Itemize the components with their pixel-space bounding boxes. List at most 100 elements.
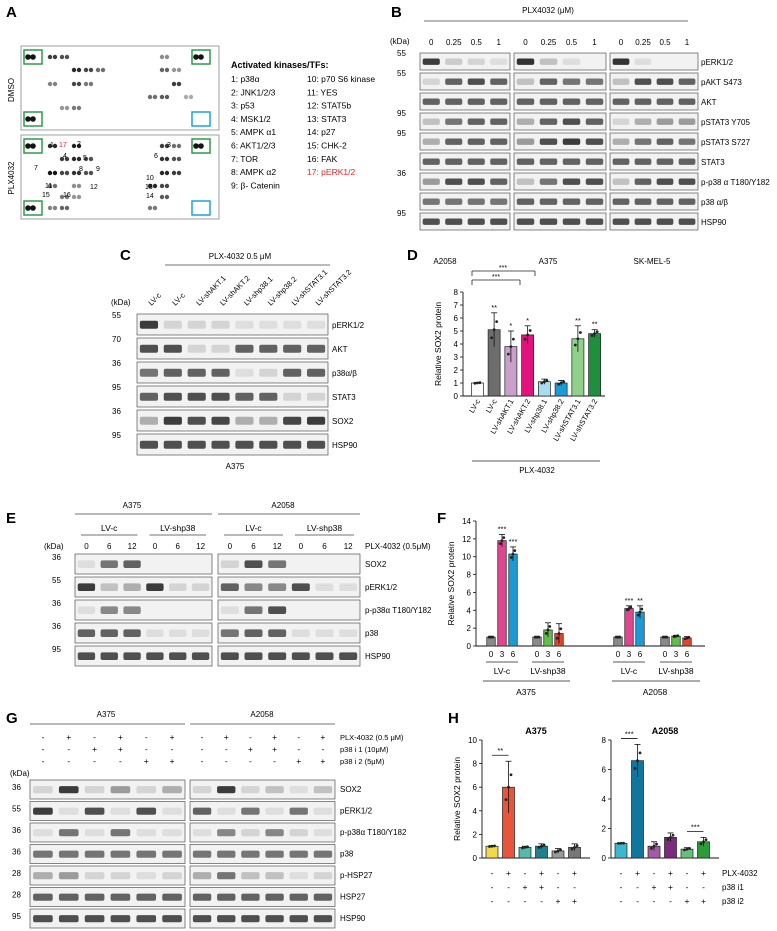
blot-g-a2058-6-band bbox=[241, 915, 260, 923]
blot-e-a2058-3-band bbox=[268, 629, 287, 637]
blot-g-a375-1-band bbox=[33, 807, 53, 815]
array-spot bbox=[71, 156, 77, 162]
array-spot bbox=[193, 54, 199, 60]
blot-c-2-band bbox=[283, 368, 302, 377]
blot-b-6-2 bbox=[609, 172, 699, 191]
blot-g-a375-6-band bbox=[110, 915, 131, 923]
chart-h-a2058: 0 2 4 6 8 A2058 *** *** bbox=[602, 726, 719, 863]
kinase-left-6: 6: AKT1/2/3 bbox=[231, 141, 276, 151]
g-sign-1-2-2: - bbox=[249, 756, 252, 766]
blot-e-a375-3-band bbox=[77, 629, 96, 637]
array-spot bbox=[47, 54, 53, 60]
blot-c-4-band bbox=[283, 416, 302, 425]
d-ytick-label-5: 5 bbox=[454, 327, 459, 336]
blot-c-3-band bbox=[235, 392, 254, 401]
blot-b-4-2-band bbox=[612, 138, 630, 145]
blot-b-8-2 bbox=[609, 212, 699, 231]
blot-c-0-band bbox=[163, 320, 182, 329]
kda-g-0: 36 bbox=[12, 783, 21, 792]
panel-g-letter: G bbox=[6, 710, 18, 727]
array-spot bbox=[52, 143, 58, 149]
blot-e-a375-2-band bbox=[77, 606, 96, 614]
blot-g-a2058-3 bbox=[189, 844, 336, 864]
h-sign-1-0-4: - bbox=[686, 868, 689, 878]
blot-b-1-1-band bbox=[539, 78, 558, 85]
blot-b-1-1 bbox=[513, 72, 607, 91]
g-sign-0-2-4: + bbox=[144, 756, 149, 766]
e-group-1-1: LV-shp38 bbox=[307, 523, 343, 533]
kinase-left-9: 9: β- Catenin bbox=[231, 180, 280, 190]
blot-b-1-2-frame bbox=[609, 72, 699, 91]
blot-g-a375-4-frame bbox=[29, 865, 186, 886]
blot-e-a2058-2-band bbox=[220, 606, 239, 614]
blot-g-a375-4-band bbox=[58, 872, 79, 880]
kda-c-2: 36 bbox=[112, 359, 121, 368]
band-label-b-8: HSP90 bbox=[701, 218, 727, 227]
h-sign-1-0-1: + bbox=[635, 868, 640, 878]
kda-g-5: 28 bbox=[12, 891, 21, 900]
array-spot bbox=[83, 170, 89, 176]
band-label-e-3: p38 bbox=[365, 629, 379, 638]
array-spot bbox=[25, 54, 31, 60]
e-time-1-1-0: 0 bbox=[299, 542, 304, 551]
band-label-b-0: pERK1/2 bbox=[701, 58, 734, 67]
panel-f: F 0 2 4 6 8 10 12 14 Relative SOX2 protein 0 *** 3 *… bbox=[437, 510, 705, 697]
dose-0-2: 0.5 bbox=[471, 38, 483, 47]
blot-b-2-0 bbox=[419, 92, 511, 111]
panel-e-cell-a2058: A2058 bbox=[271, 501, 295, 510]
blot-b-4-1-band bbox=[562, 138, 581, 145]
band-label-c-0: pERK1/2 bbox=[332, 321, 365, 330]
blot-g-a2058-0-band bbox=[241, 786, 260, 794]
band-label-b-3: pSTAT3 Y705 bbox=[701, 118, 750, 127]
h2-point-2-0 bbox=[650, 846, 653, 850]
blot-c-5-band bbox=[306, 440, 326, 449]
blot-b-2-2-band bbox=[612, 98, 630, 105]
blot-c-2 bbox=[136, 361, 329, 384]
blot-g-a2058-1-frame bbox=[189, 801, 336, 821]
blot-b-1-2-band bbox=[678, 78, 696, 85]
g-sign-1-1-5: - bbox=[321, 744, 324, 754]
band-label-g-2: p-p38α T180/Y182 bbox=[340, 828, 407, 837]
blot-g-a375-5-frame bbox=[29, 887, 186, 907]
h-sign-0-1-4: - bbox=[557, 882, 560, 892]
h2-point-5-1 bbox=[702, 840, 705, 844]
blot-g-a375-6-frame bbox=[29, 908, 186, 929]
array-spot bbox=[198, 143, 204, 149]
g-sign-0-2-0: - bbox=[41, 756, 44, 766]
h-sign-0-1-2: + bbox=[523, 882, 528, 892]
f-group-label-0: LV-c bbox=[494, 666, 511, 676]
kda-c-3: 95 bbox=[112, 383, 121, 392]
blot-g-a375-3 bbox=[29, 844, 186, 864]
blot-b-6-1-band bbox=[516, 178, 535, 185]
array-spot bbox=[71, 170, 77, 176]
blot-b-6-2-band bbox=[634, 178, 652, 185]
panel-c-kda: (kDa) bbox=[111, 298, 131, 307]
blot-g-a375-4-band bbox=[136, 872, 157, 880]
array-spot bbox=[83, 67, 89, 73]
blot-b-8-0-band bbox=[422, 218, 440, 225]
blot-b-3-1-band bbox=[539, 118, 558, 125]
e-time-0-1-0: 0 bbox=[153, 542, 158, 551]
dose-1-2: 0.5 bbox=[566, 38, 578, 47]
array-spot bbox=[83, 81, 89, 87]
h1-point-4-1 bbox=[556, 849, 560, 853]
band-label-b-6: p-p38 α T180/Y182 bbox=[701, 178, 770, 187]
h2-point-3-2 bbox=[671, 833, 675, 837]
blot-g-a2058-5-band bbox=[217, 893, 236, 901]
blot-c-5-band bbox=[259, 440, 278, 449]
array-spot bbox=[71, 194, 77, 200]
h-sign-1-0-0: - bbox=[620, 868, 623, 878]
blot-g-a2058-2-band bbox=[241, 829, 260, 837]
blot-b-8-0 bbox=[419, 212, 511, 231]
d-sig-6: ** bbox=[575, 316, 581, 325]
blot-b-5-0-band bbox=[490, 158, 508, 165]
e-time-1-0-0: 0 bbox=[228, 542, 233, 551]
f-sig-1: *** bbox=[498, 524, 507, 533]
blot-b-1-2-band bbox=[634, 78, 652, 85]
kinase-right-13: 13: STAT3 bbox=[307, 114, 347, 124]
blot-g-a375-0-band bbox=[162, 786, 182, 794]
array-spot bbox=[159, 67, 165, 73]
array-spot bbox=[171, 67, 177, 73]
array-spot bbox=[159, 94, 165, 100]
